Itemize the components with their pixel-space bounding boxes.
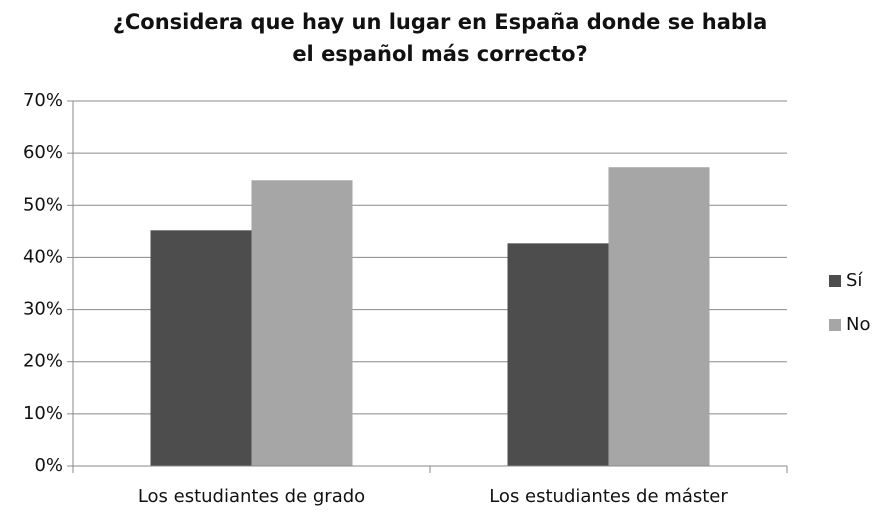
y-tick-label: 40% xyxy=(23,246,63,267)
y-tick-label: 70% xyxy=(23,90,63,111)
legend-label: Sí xyxy=(846,270,863,291)
bar xyxy=(150,230,252,466)
y-tick-label: 60% xyxy=(23,142,63,163)
bar xyxy=(251,180,353,466)
legend-label: No xyxy=(846,314,870,335)
chart-title: ¿Considera que hay un lugar en España do… xyxy=(112,10,768,66)
y-tick-label: 20% xyxy=(23,351,63,372)
x-tick-label: Los estudiantes de máster xyxy=(489,486,728,507)
legend-swatch xyxy=(829,319,841,331)
y-tick-label: 50% xyxy=(23,194,63,215)
y-tick-label: 30% xyxy=(23,299,63,320)
bar xyxy=(507,243,609,466)
y-tick-label: 10% xyxy=(23,403,63,424)
y-tick-label: 0% xyxy=(34,455,63,476)
legend-swatch xyxy=(829,275,841,287)
bar xyxy=(608,167,710,466)
x-tick-label: Los estudiantes de grado xyxy=(138,486,365,507)
